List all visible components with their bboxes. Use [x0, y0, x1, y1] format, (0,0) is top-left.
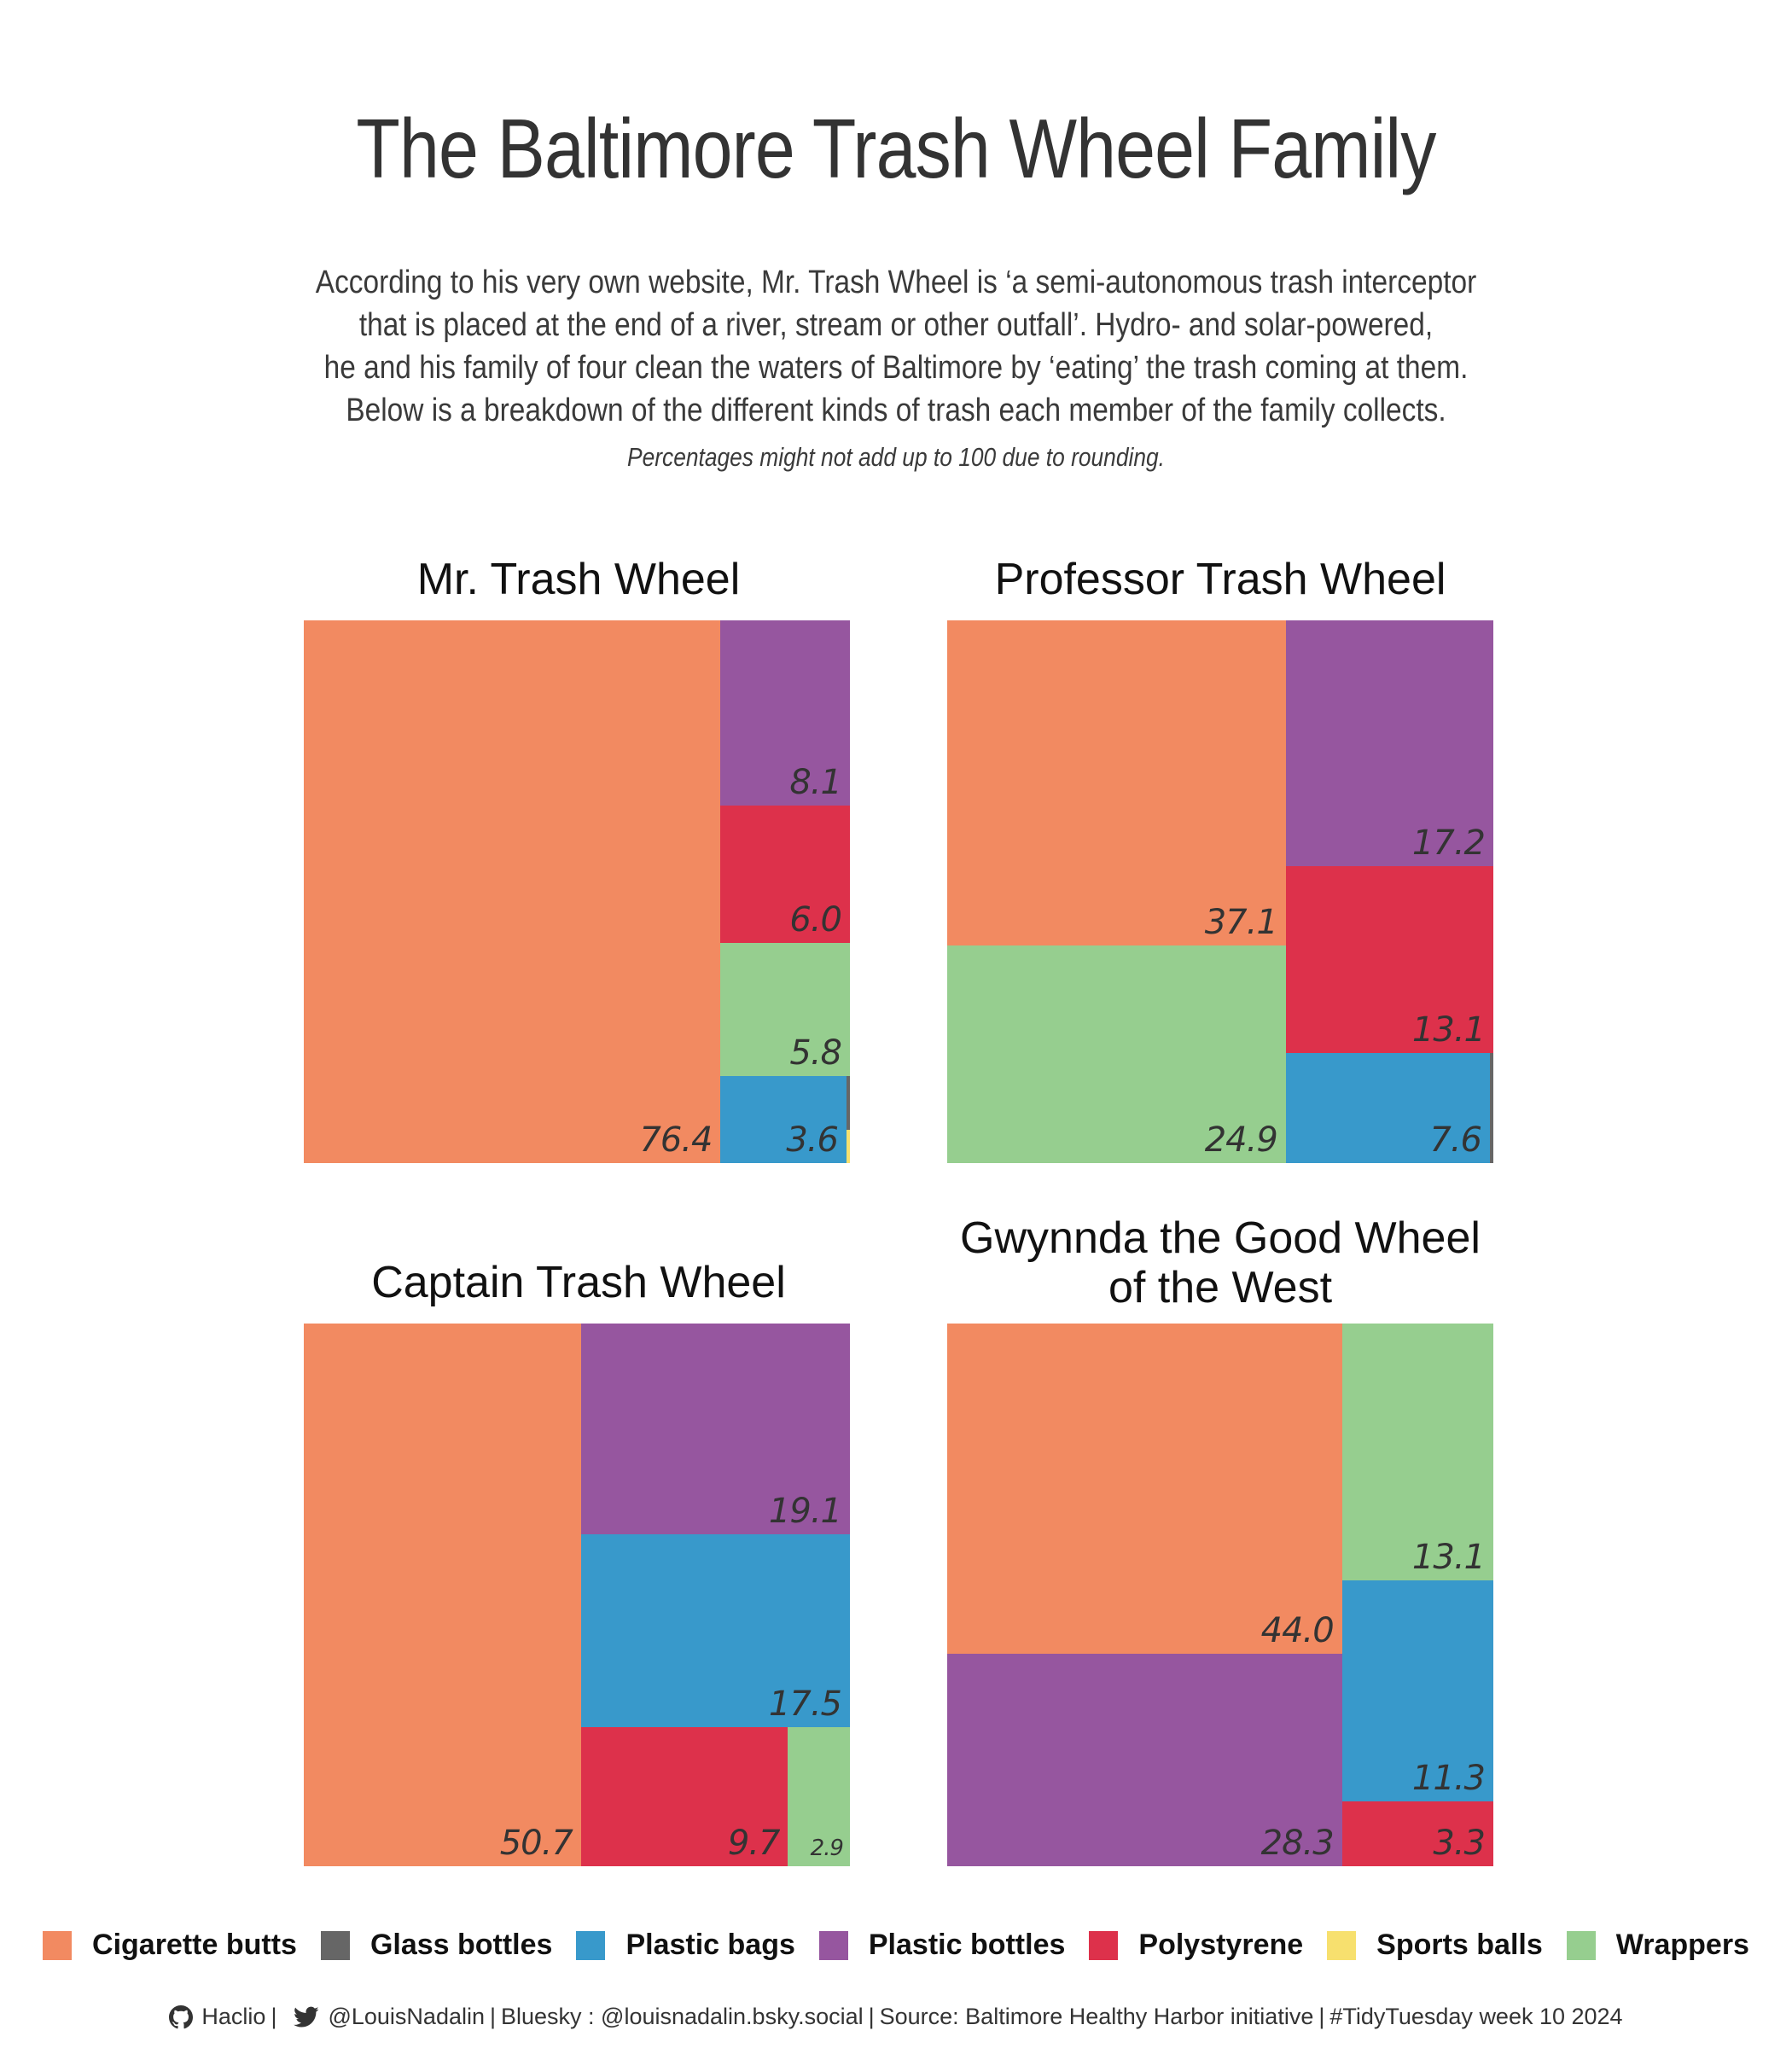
tile-plastic-bags: 11.3	[1341, 1580, 1493, 1802]
legend-item-plastic-bags: Plastic bags	[576, 1929, 795, 1962]
tile-value-label: 3.6	[786, 1120, 839, 1160]
tile-value-label: 44.0	[1260, 1611, 1335, 1651]
subtitle-line: that is placed at the end of a river, st…	[358, 307, 1434, 343]
subtitle-line: According to his very own website, Mr. T…	[315, 265, 1477, 300]
twitter-icon	[294, 2006, 319, 2027]
legend-swatch	[818, 1930, 848, 1960]
legend-swatch	[1327, 1930, 1357, 1960]
tile-value-label: 13.1	[1411, 1010, 1486, 1050]
panel-title-captain-trash-wheel: Captain Trash Wheel	[371, 1258, 786, 1307]
legend-item-cigarette-butts: Cigarette butts	[43, 1929, 297, 1962]
tile-cigarette-butts: 44.0	[947, 1324, 1342, 1655]
legend-label: Plastic bags	[625, 1929, 795, 1961]
tile-wrappers: 2.9	[788, 1727, 850, 1866]
legend-item-plastic-bottles: Plastic bottles	[818, 1929, 1066, 1962]
tile-value-label: 6.0	[789, 900, 842, 940]
tile-plastic-bags: 3.6	[720, 1076, 847, 1163]
legend-label: Sports balls	[1376, 1929, 1543, 1961]
twitter-handle: @LouisNadalin	[328, 2004, 485, 2029]
tile-cigarette-butts: 50.7	[304, 1324, 581, 1866]
tile-plastic-bottles: 28.3	[947, 1654, 1342, 1866]
legend-item-glass-bottles: Glass bottles	[320, 1929, 553, 1962]
tile-cigarette-butts: 76.4	[304, 620, 721, 1163]
legend-label: Glass bottles	[369, 1929, 553, 1961]
tile-plastic-bottles: 8.1	[720, 620, 850, 806]
tile-glass-bottles	[1490, 1053, 1493, 1163]
subtitle-line: Below is a breakdown of the different ki…	[346, 393, 1446, 428]
tidytuesday-tag: #TidyTuesday week 10 2024	[1329, 2004, 1623, 2029]
tile-polystyrene: 3.3	[1341, 1801, 1493, 1866]
panel-title-gwynnda: Gwynnda the Good Wheel of the West	[922, 1213, 1519, 1312]
panel-title-line: Gwynnda the Good Wheel	[960, 1213, 1481, 1263]
legend-swatch	[576, 1930, 606, 1960]
tile-value-label: 13.1	[1411, 1537, 1486, 1577]
treemap-professor-trash-wheel: 37.1 24.9 17.2 13.1 7.6	[947, 620, 1493, 1163]
github-icon	[169, 2004, 194, 2028]
tile-value-label: 7.6	[1429, 1120, 1482, 1160]
tile-sports-balls	[847, 1130, 850, 1163]
tile-plastic-bottles: 19.1	[580, 1324, 850, 1534]
tile-value-label: 37.1	[1204, 902, 1278, 942]
tile-value-label: 3.3	[1433, 1823, 1486, 1863]
github-username: Haclio	[201, 2004, 266, 2029]
tile-value-label: 28.3	[1260, 1823, 1335, 1863]
separator: |	[271, 2004, 277, 2029]
subtitle-line: he and his family of four clean the wate…	[323, 350, 1469, 386]
tile-plastic-bottles: 17.2	[1285, 620, 1493, 866]
subtitle: According to his very own website, Mr. T…	[128, 261, 1664, 432]
legend-item-polystyrene: Polystyrene	[1089, 1929, 1303, 1962]
separator: |	[868, 2004, 875, 2029]
caption: Haclio | @LouisNadalin | Bluesky : @loui…	[0, 2004, 1792, 2030]
chart-title: The Baltimore Trash Wheel Family	[356, 102, 1436, 195]
treemap-gwynnda: 44.0 28.3 13.1 11.3 3.3	[947, 1324, 1493, 1866]
tile-polystyrene: 13.1	[1285, 865, 1493, 1054]
legend-label: Plastic bottles	[868, 1929, 1066, 1961]
tile-plastic-bags: 7.6	[1285, 1053, 1490, 1163]
tile-value-label: 50.7	[499, 1824, 573, 1863]
treemap-captain-trash-wheel: 50.7 19.1 17.5 9.7 2.9	[304, 1324, 850, 1866]
tile-value-label: 24.9	[1204, 1120, 1278, 1160]
rounding-note: Percentages might not add up to 100 due …	[627, 442, 1165, 472]
separator: |	[1318, 2004, 1325, 2029]
tile-value-label: 11.3	[1411, 1759, 1486, 1799]
tile-value-label: 2.9	[810, 1835, 844, 1861]
panel-title-mr-trash-wheel: Mr. Trash Wheel	[416, 555, 741, 604]
tile-polystyrene: 6.0	[720, 806, 850, 944]
separator: |	[489, 2004, 496, 2029]
tile-value-label: 17.5	[768, 1684, 842, 1725]
legend-swatch	[43, 1930, 73, 1960]
tile-value-label: 8.1	[789, 763, 842, 803]
bluesky-handle: Bluesky : @louisnadalin.bsky.social	[501, 2004, 864, 2029]
legend-swatch	[1566, 1930, 1596, 1960]
data-source: Source: Baltimore Healthy Harbor initiat…	[879, 2004, 1314, 2029]
legend: Cigarette butts Glass bottles Plastic bags…	[0, 1929, 1792, 1962]
legend-label: Polystyrene	[1138, 1929, 1304, 1961]
legend-label: Wrappers	[1615, 1929, 1749, 1961]
tile-value-label: 17.2	[1411, 823, 1486, 863]
panel-title-professor-trash-wheel: Professor Trash Wheel	[994, 555, 1446, 604]
legend-item-wrappers: Wrappers	[1566, 1929, 1749, 1962]
legend-label: Cigarette butts	[92, 1929, 297, 1961]
tile-plastic-bags: 17.5	[580, 1533, 850, 1728]
panel-title-line: of the West	[1108, 1263, 1333, 1312]
tile-cigarette-butts: 37.1	[947, 620, 1286, 945]
tile-value-label: 9.7	[727, 1823, 781, 1863]
tile-value-label: 76.4	[639, 1120, 713, 1160]
treemap-mr-trash-wheel: 76.4 8.1 6.0 5.8 3.6	[304, 620, 850, 1163]
tile-wrappers: 13.1	[1341, 1324, 1493, 1580]
tile-wrappers: 24.9	[947, 945, 1286, 1163]
legend-swatch	[1089, 1930, 1119, 1960]
legend-swatch	[320, 1930, 350, 1960]
tile-glass-bottles	[847, 1076, 850, 1131]
tile-value-label: 5.8	[789, 1033, 842, 1073]
tile-value-label: 19.1	[768, 1491, 842, 1531]
tile-wrappers: 5.8	[720, 943, 850, 1077]
tile-polystyrene: 9.7	[580, 1727, 788, 1866]
legend-item-sports-balls: Sports balls	[1327, 1929, 1543, 1962]
